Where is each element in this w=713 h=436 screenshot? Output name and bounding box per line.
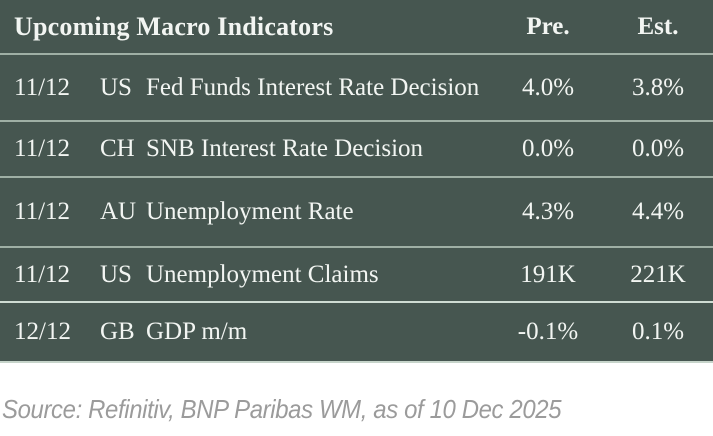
table-body: 11/12 US Fed Funds Interest Rate Decision 4… — [0, 55, 713, 363]
date-cell: 11/12 — [14, 198, 71, 226]
indicator-cell: SNB Interest Rate Decision — [146, 135, 424, 163]
est-value-cell: 0.1% — [631, 318, 685, 346]
est-value-cell: 221K — [630, 260, 686, 288]
country-cell: AU — [100, 198, 137, 226]
table-title: Upcoming Macro Indicators — [14, 11, 334, 41]
source-footer: Source: Refinitiv, BNP Paribas WM, as of… — [0, 363, 713, 425]
date-cell: 11/12 — [14, 135, 71, 163]
table-row: 11/12 CH SNB Interest Rate Decision 0.0% 0.0… — [0, 122, 713, 178]
country-cell: GB — [100, 318, 135, 346]
column-header-pre: Pre. — [526, 12, 570, 40]
pre-value-cell: 4.0% — [521, 73, 575, 101]
table-row: 11/12 US Fed Funds Interest Rate Decision 4… — [0, 55, 713, 122]
date-cell: 11/12 — [14, 73, 71, 101]
indicator-cell: Unemployment Rate — [146, 198, 354, 226]
column-header-est: Est. — [637, 12, 679, 40]
table-row: 12/12 GB GDP m/m -0.1% 0.1% — [0, 303, 713, 363]
est-value-cell: 4.4% — [631, 198, 685, 226]
country-cell: US — [100, 260, 132, 288]
macro-indicators-table: Upcoming Macro Indicators Pre. Est. 11/1… — [0, 0, 713, 363]
country-cell: US — [100, 73, 132, 101]
date-cell: 11/12 — [14, 260, 71, 288]
date-cell: 12/12 — [14, 318, 71, 346]
indicator-cell: Unemployment Claims — [146, 260, 379, 288]
source-note: Source: Refinitiv, BNP Paribas WM, as of… — [2, 394, 562, 424]
table-row: 11/12 US Unemployment Claims 191K 221K — [0, 248, 713, 303]
pre-value-cell: -0.1% — [517, 318, 579, 346]
table-header-row: Upcoming Macro Indicators Pre. Est. — [0, 0, 713, 55]
table-row: 11/12 AU Unemployment Rate 4.3% 4.4% — [0, 178, 713, 248]
est-value-cell: 0.0% — [631, 135, 685, 163]
est-value-cell: 3.8% — [631, 73, 685, 101]
indicator-cell: GDP m/m — [146, 318, 248, 346]
pre-value-cell: 4.3% — [521, 198, 575, 226]
pre-value-cell: 0.0% — [521, 135, 575, 163]
indicator-cell: Fed Funds Interest Rate Decision — [146, 73, 480, 101]
pre-value-cell: 191K — [520, 260, 576, 288]
country-cell: CH — [100, 135, 135, 163]
